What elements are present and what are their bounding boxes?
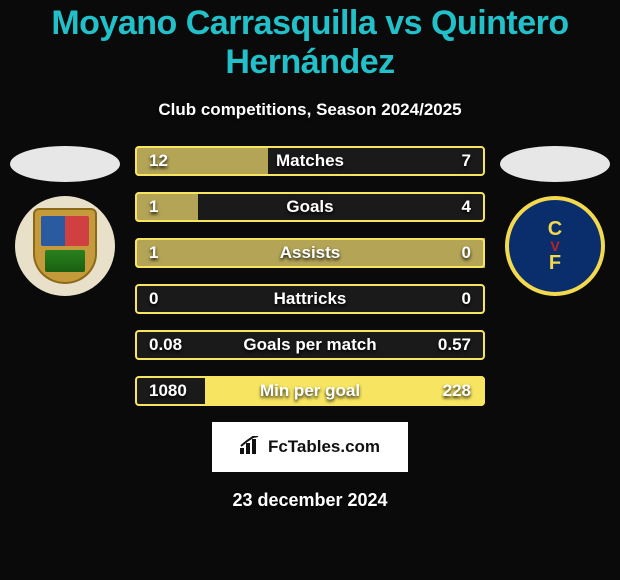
stat-row: 0.08 Goals per match 0.57: [135, 330, 485, 360]
stat-value-left: 12: [149, 151, 168, 171]
stat-label: Assists: [280, 243, 340, 263]
left-club-badge: [15, 196, 115, 296]
stat-value-left: 0: [149, 289, 158, 309]
stat-value-right: 0.57: [438, 335, 471, 355]
chart-icon: [240, 436, 262, 459]
stat-value-left: 1: [149, 243, 158, 263]
comparison-title: Moyano Carrasquilla vs Quintero Hernánde…: [0, 0, 620, 82]
left-shield-icon: [33, 208, 97, 284]
subtitle: Club competitions, Season 2024/2025: [0, 100, 620, 120]
stat-row: 1080 Min per goal 228: [135, 376, 485, 406]
left-player-photo: [10, 146, 120, 182]
content-wrap: 12 Matches 7 1 Goals 4 1 Assists 0 0 Hattricks 0 0.0…: [0, 146, 620, 406]
stat-row: 1 Assists 0: [135, 238, 485, 268]
stats-bars: 12 Matches 7 1 Goals 4 1 Assists 0 0 Hattricks 0 0.0…: [135, 146, 485, 406]
right-side: CVF: [495, 146, 615, 296]
stat-value-left: 1080: [149, 381, 187, 401]
stat-row: 12 Matches 7: [135, 146, 485, 176]
stat-label: Min per goal: [260, 381, 360, 401]
stat-value-left: 0.08: [149, 335, 182, 355]
stat-value-right: 4: [462, 197, 471, 217]
right-club-badge: CVF: [505, 196, 605, 296]
stat-row: 0 Hattricks 0: [135, 284, 485, 314]
left-side: [5, 146, 125, 296]
stat-label: Matches: [276, 151, 344, 171]
date-text: 23 december 2024: [0, 490, 620, 511]
right-badge-text: CVF: [548, 219, 562, 273]
stat-value-right: 0: [462, 289, 471, 309]
stat-row: 1 Goals 4: [135, 192, 485, 222]
stat-value-right: 228: [443, 381, 471, 401]
brand-box[interactable]: FcTables.com: [212, 422, 408, 472]
stat-value-right: 7: [462, 151, 471, 171]
brand-text: FcTables.com: [268, 437, 380, 457]
bar-fill-left: [135, 192, 198, 222]
stat-label: Hattricks: [274, 289, 347, 309]
stat-value-left: 1: [149, 197, 158, 217]
stat-value-right: 0: [462, 243, 471, 263]
stat-label: Goals: [286, 197, 333, 217]
stat-label: Goals per match: [243, 335, 376, 355]
right-player-photo: [500, 146, 610, 182]
